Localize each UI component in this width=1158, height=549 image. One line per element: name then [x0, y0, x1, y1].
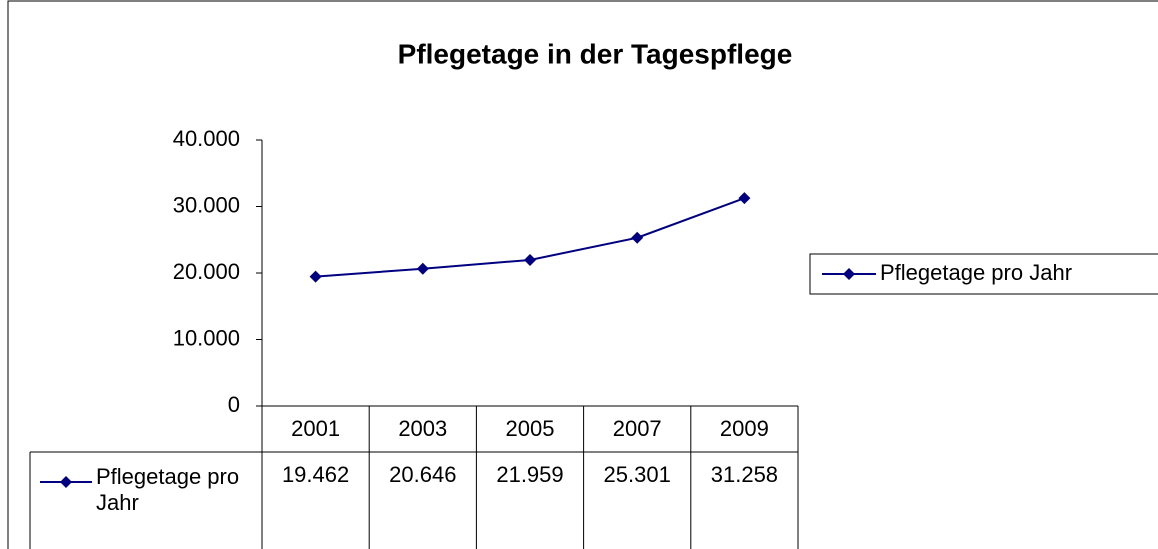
table-legend-marker — [60, 476, 72, 488]
table-value: 19.462 — [282, 462, 349, 487]
data-point — [524, 253, 536, 266]
y-tick-label: 20.000 — [173, 259, 240, 284]
x-tick-label: 2007 — [613, 416, 662, 441]
data-point — [738, 192, 751, 205]
y-tick-label: 10.000 — [173, 325, 240, 350]
y-tick-label: 0 — [228, 392, 240, 417]
legend-label: Pflegetage pro Jahr — [880, 260, 1072, 285]
y-tick-label: 30.000 — [173, 192, 240, 217]
table-row-name: Pflegetage pro Jahr — [96, 464, 240, 515]
table-value: 25.301 — [604, 462, 671, 487]
y-tick-label: 40.000 — [173, 126, 240, 151]
x-tick-label: 2003 — [398, 416, 447, 441]
table-row-header: Pflegetage pro Jahr — [96, 464, 240, 515]
x-tick-label: 2005 — [506, 416, 555, 441]
legend-marker — [843, 268, 855, 280]
x-tick-label: 2001 — [291, 416, 340, 441]
data-point — [416, 262, 429, 275]
chart-title: Pflegetage in der Tagespflege — [398, 38, 793, 69]
x-tick-label: 2009 — [720, 416, 769, 441]
table-value: 31.258 — [711, 462, 778, 487]
table-value: 20.646 — [389, 462, 456, 487]
table-value: 21.959 — [496, 462, 563, 487]
data-point — [309, 270, 322, 283]
data-point — [631, 231, 644, 244]
